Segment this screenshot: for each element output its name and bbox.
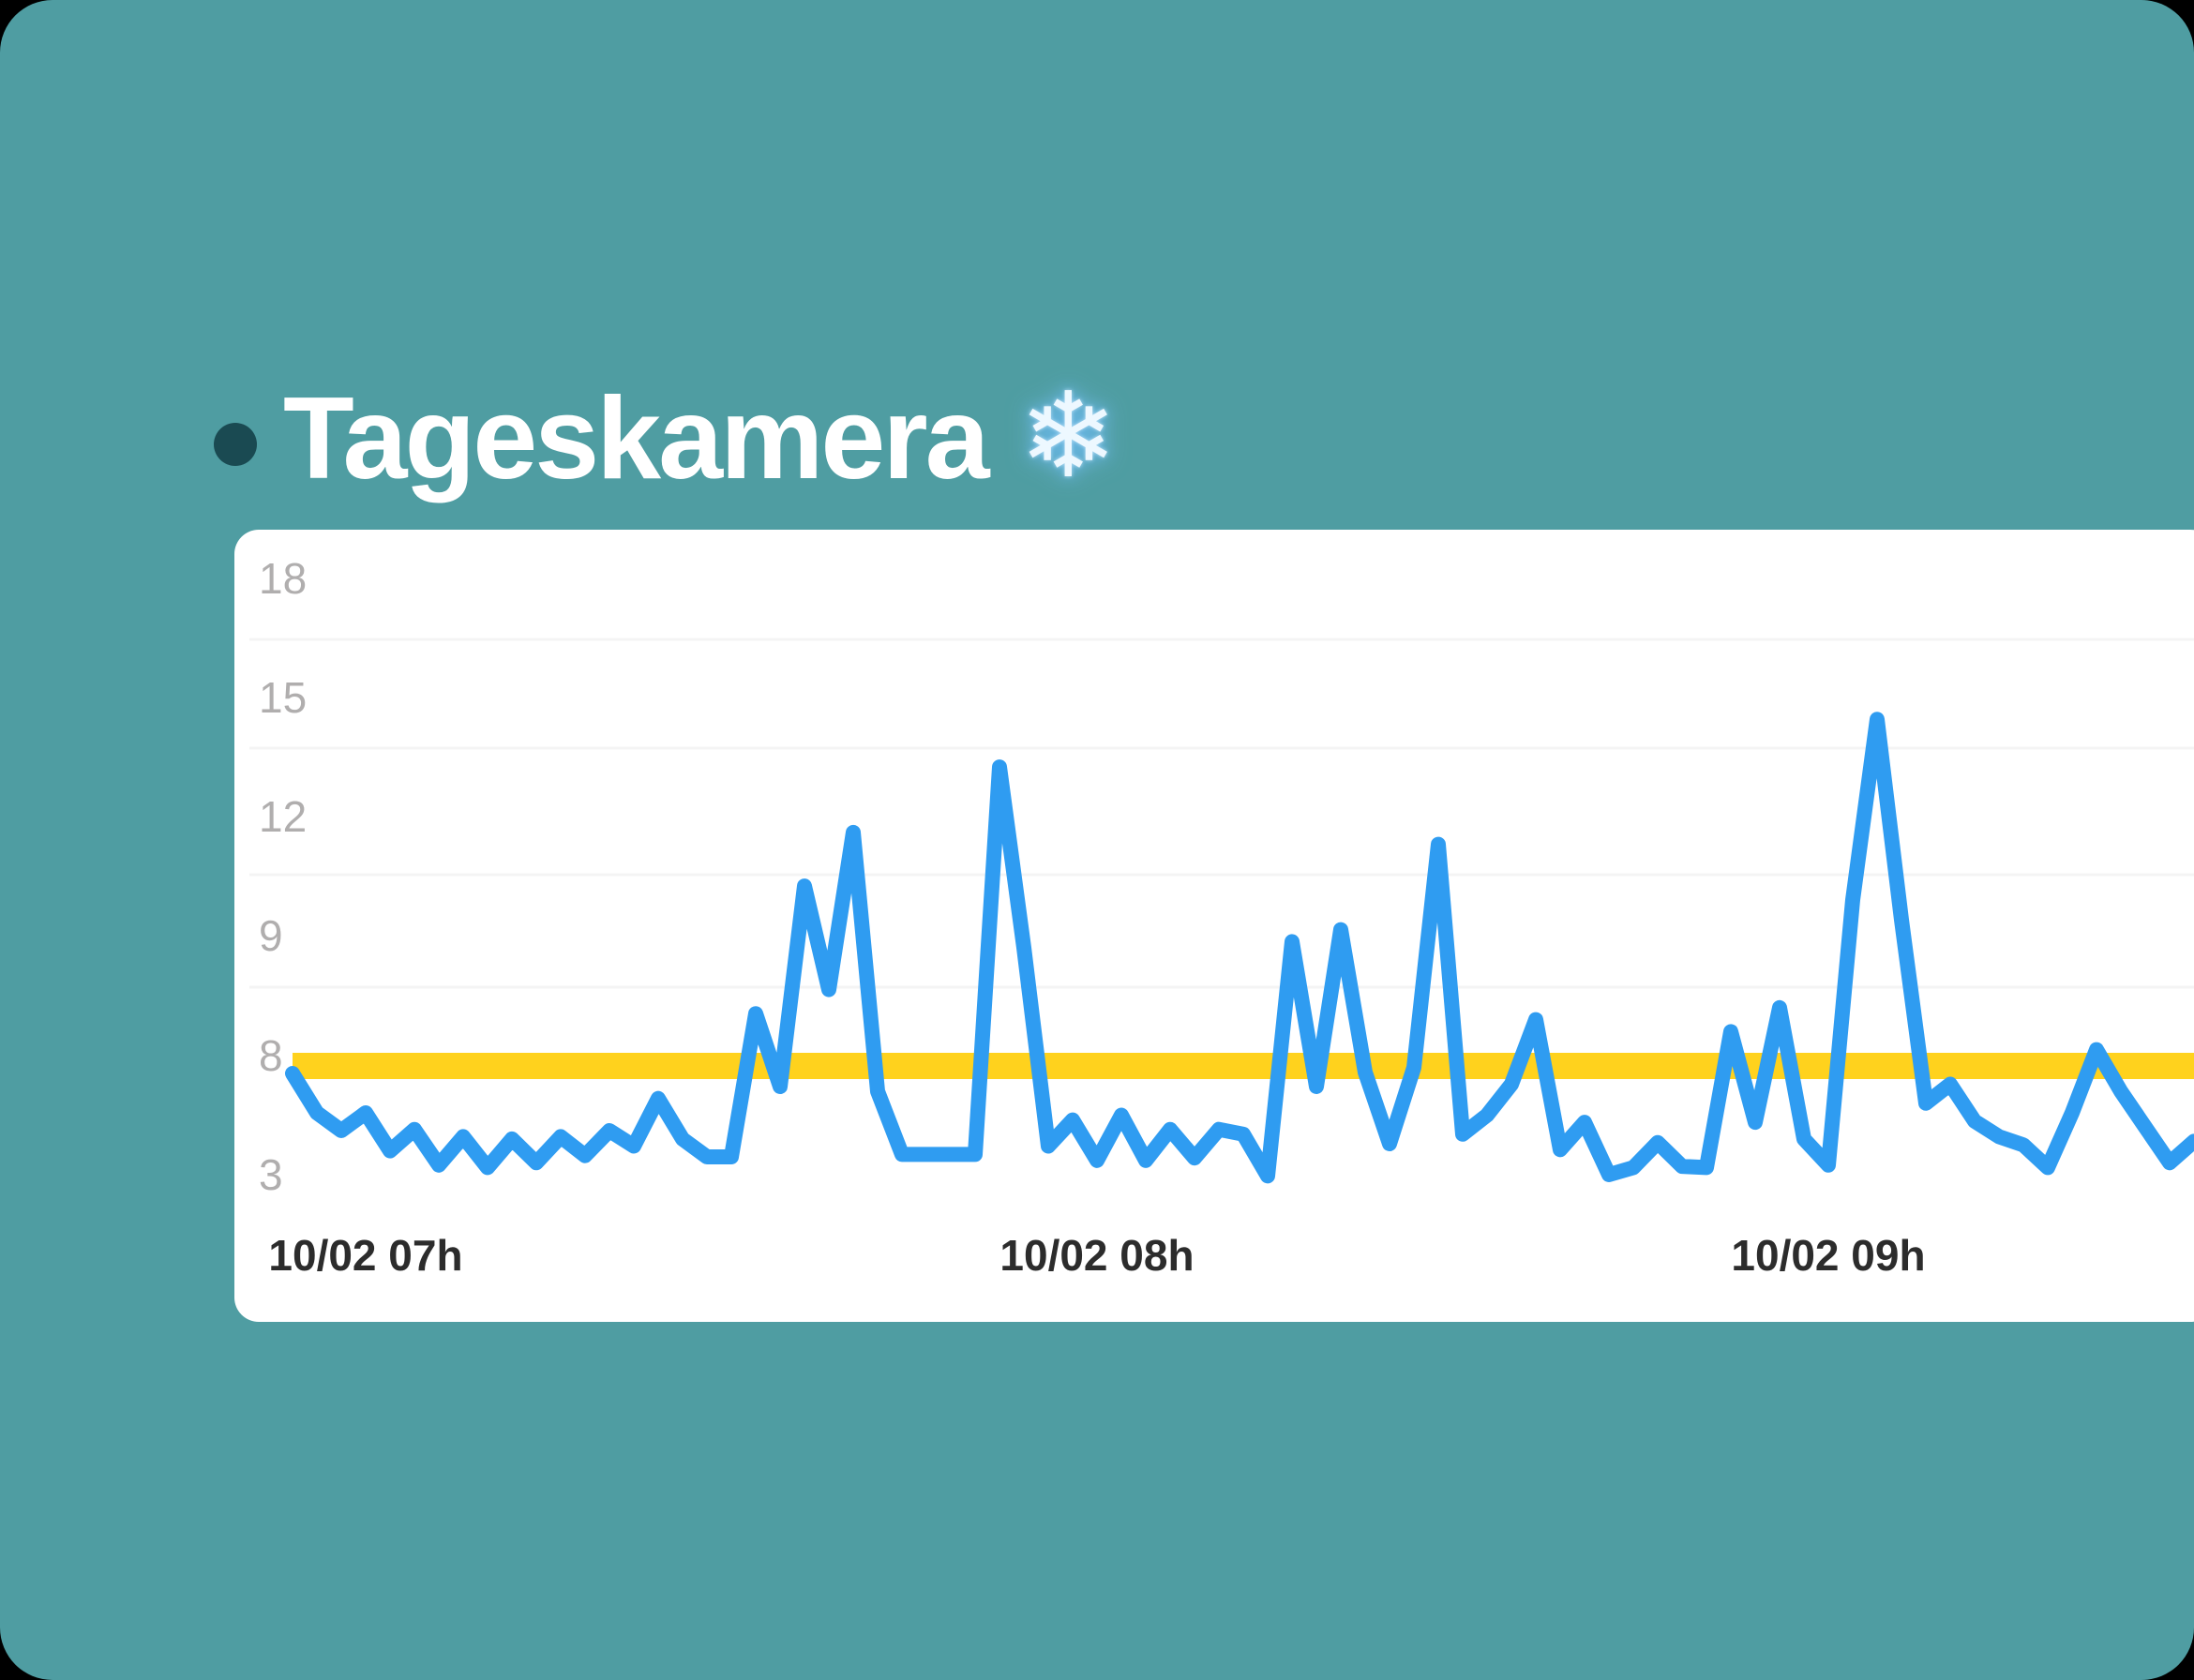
y-tick-label: 18 <box>259 554 307 603</box>
chart-title-row: Tageskamera ❄ <box>214 369 1118 504</box>
y-tick-label: 15 <box>259 673 307 722</box>
y-tick-label: 3 <box>259 1150 283 1199</box>
y-tick-label: 9 <box>259 911 283 960</box>
chart-card: 18 15 12 9 8 3 10/02 07h 10/02 08h 10/02 09h <box>234 530 2194 1322</box>
threshold-line <box>293 1053 2194 1079</box>
page-title: Tageskamera <box>283 373 990 503</box>
y-tick-label: 12 <box>259 792 307 841</box>
x-tick-label: 10/02 07h <box>268 1231 462 1280</box>
y-tick-label: 8 <box>259 1031 283 1080</box>
bullet-dot-icon <box>214 423 257 466</box>
snowflake-icon: ❄ <box>1018 368 1119 502</box>
series-line <box>285 712 2194 1184</box>
line-chart: 18 15 12 9 8 3 10/02 07h 10/02 08h 10/02 09h <box>249 554 2194 1280</box>
x-tick-label: 10/02 08h <box>999 1231 1194 1280</box>
x-tick-label: 10/02 09h <box>1731 1231 1925 1280</box>
